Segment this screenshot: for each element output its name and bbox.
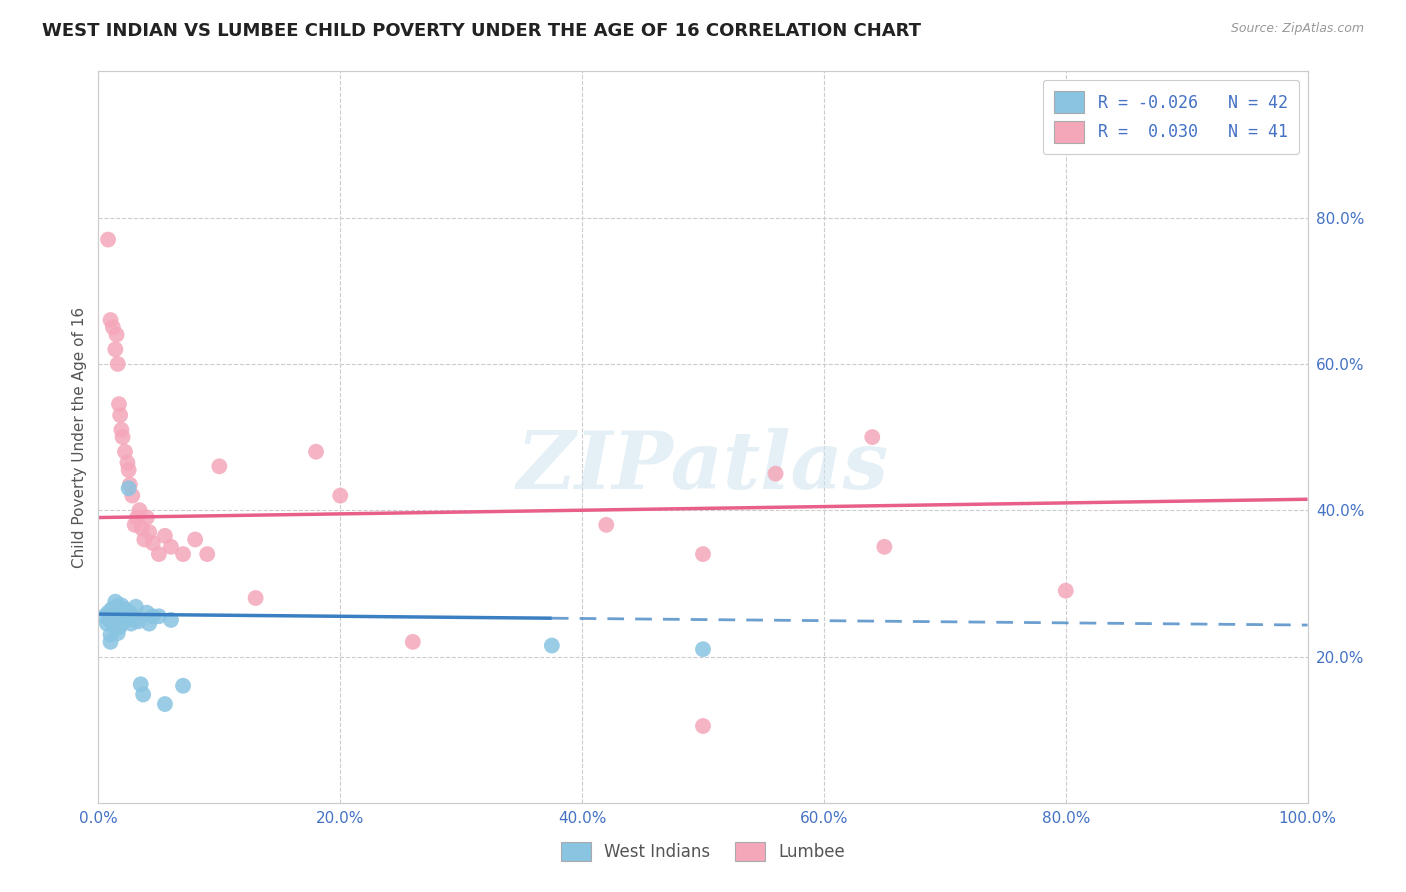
Point [101,320,124,334]
Point [148,609,170,624]
Point [138,616,160,631]
Point [118,463,141,477]
Point [111,609,134,624]
Point [135,606,157,620]
Point [131,521,153,535]
Point [124,517,146,532]
Point [97,233,120,247]
Point [129,677,152,691]
Point [105,599,128,614]
Point [172,547,194,561]
Point [104,343,127,357]
Point [121,609,143,624]
Point [110,599,132,613]
Point [104,594,127,608]
Point [107,626,129,640]
Point [127,510,149,524]
Point [138,525,160,540]
Point [540,639,562,653]
Point [101,615,124,629]
Point [305,444,328,458]
Point [118,481,141,495]
Point [692,719,714,733]
Point [160,613,183,627]
Point [148,547,170,561]
Point [111,430,134,444]
Point [97,606,120,620]
Point [93,609,115,624]
Point [118,477,141,491]
Point [329,489,352,503]
Point [873,540,896,554]
Point [108,620,131,634]
Point [118,606,141,620]
Point [153,697,176,711]
Point [103,604,125,618]
Point [132,688,155,702]
Text: WEST INDIAN VS LUMBEE CHILD POVERTY UNDER THE AGE OF 16 CORRELATION CHART: WEST INDIAN VS LUMBEE CHILD POVERTY UNDE… [42,22,921,40]
Point [135,510,157,524]
Point [153,529,176,543]
Point [117,456,139,470]
Point [195,547,218,561]
Point [108,397,131,411]
Point [104,609,127,624]
Y-axis label: Child Poverty Under the Age of 16: Child Poverty Under the Age of 16 [72,307,87,567]
Point [105,611,128,625]
Point [107,616,129,631]
Legend: West Indians, Lumbee: West Indians, Lumbee [554,835,852,868]
Point [160,540,183,554]
Point [120,616,142,631]
Point [115,613,138,627]
Point [127,615,149,629]
Point [134,533,156,547]
Point [103,620,125,634]
Point [100,627,122,641]
Point [860,430,883,444]
Point [108,408,131,422]
Point [108,607,131,621]
Point [692,642,714,657]
Point [142,609,165,624]
Point [100,635,122,649]
Point [692,547,714,561]
Point [172,679,194,693]
Point [96,616,118,631]
Point [1054,583,1077,598]
Point [105,327,128,342]
Point [125,599,148,614]
Point [100,602,122,616]
Point [142,536,165,550]
Text: ZIPatlas: ZIPatlas [517,427,889,505]
Point [595,517,617,532]
Text: Source: ZipAtlas.com: Source: ZipAtlas.com [1230,22,1364,36]
Point [121,489,143,503]
Point [245,591,267,605]
Point [112,615,135,629]
Point [110,423,132,437]
Point [765,467,787,481]
Point [114,602,136,616]
Point [208,459,231,474]
Point [128,503,150,517]
Point [114,444,136,458]
Point [108,619,131,633]
Point [124,613,146,627]
Point [98,613,121,627]
Point [184,533,207,547]
Point [107,357,129,371]
Point [402,635,425,649]
Point [100,313,122,327]
